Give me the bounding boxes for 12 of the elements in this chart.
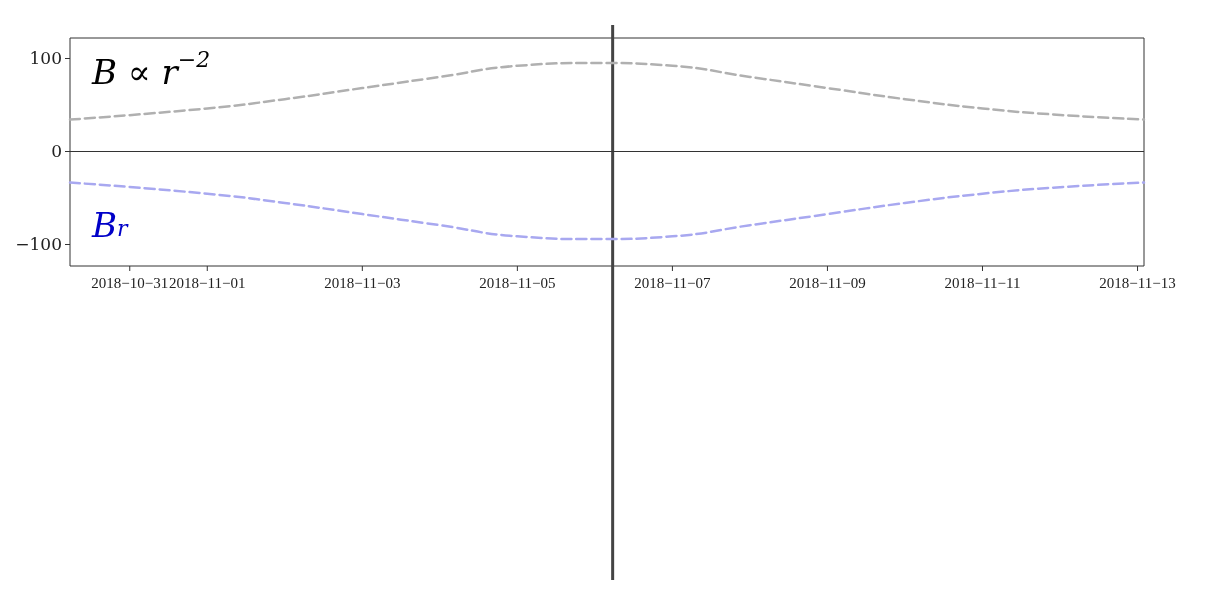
x-tick-label: 2018−11−09: [789, 274, 866, 291]
y-tick-label: 0: [51, 141, 62, 162]
y-tick-label: −100: [15, 233, 62, 254]
x-tick-label: 2018−11−03: [324, 274, 401, 291]
y-tick-label: 100: [29, 48, 62, 69]
x-tick-label: 2018−11−11: [944, 274, 1021, 291]
x-tick-label: 2018−11−01: [169, 274, 246, 291]
x-tick-label: 2018−11−13: [1099, 274, 1176, 291]
x-tick-label: 2018−11−07: [634, 274, 712, 291]
x-tick-label: 2018−11−05: [479, 274, 556, 291]
series-label: Br: [91, 205, 129, 245]
x-tick-label: 2018−10−31: [91, 274, 169, 291]
